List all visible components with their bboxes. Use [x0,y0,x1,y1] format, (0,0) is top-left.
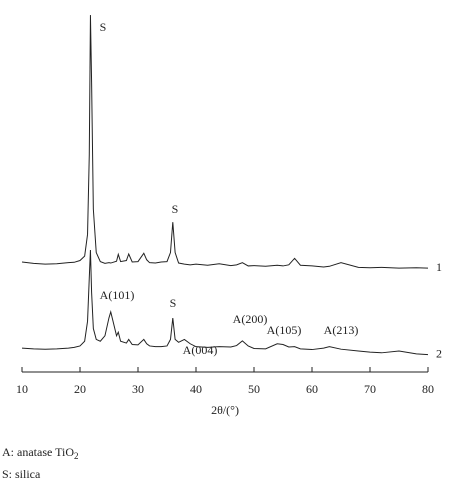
x-tick-label: 10 [16,382,28,396]
annotation: A(004) [183,343,218,357]
annotation: A(200) [233,312,268,326]
x-tick-label: 40 [190,382,202,396]
x-tick-label: 80 [422,382,434,396]
x-tick-label: 50 [248,382,260,396]
footnote: A: anatase TiO2 [2,445,79,461]
footnote-text: A: anatase TiO [2,445,74,459]
series-line [21,249,429,356]
x-tick-label: 20 [74,382,86,396]
annotation: A(101) [100,288,135,302]
series-line [21,15,429,269]
x-tick-label: 70 [364,382,376,396]
series-label: 1 [436,260,442,274]
annotation: S [170,296,177,310]
annotation: S [172,202,179,216]
annotation: A(213) [324,323,359,337]
annotation: S [100,20,107,34]
x-tick-label: 30 [132,382,144,396]
series-label: 2 [436,346,442,360]
footnote-subscript: 2 [74,451,79,461]
annotation: A(105) [267,323,302,337]
x-tick-label: 60 [306,382,318,396]
footnote: S: silica [2,467,41,481]
x-axis-label: 2θ/(°) [211,403,239,417]
